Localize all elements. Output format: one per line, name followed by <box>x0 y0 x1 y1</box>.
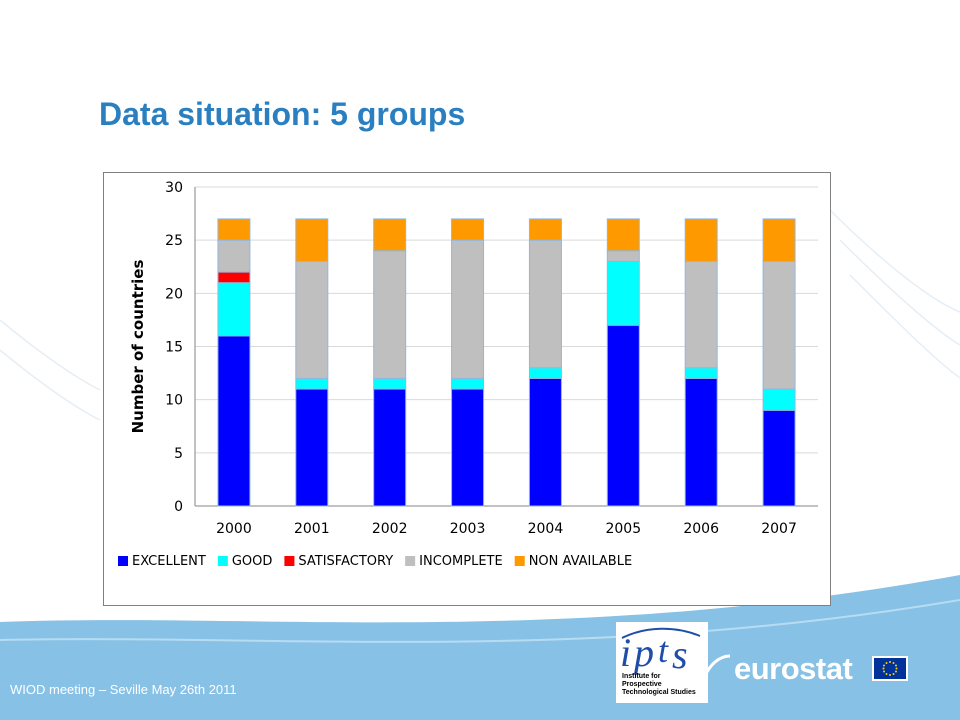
bar-segment <box>295 388 329 507</box>
legend-swatch <box>514 556 525 566</box>
bar-segment <box>451 377 485 390</box>
legend-label: EXCELLENT <box>132 554 206 569</box>
bar-segment <box>451 218 485 241</box>
y-tick-label: 20 <box>165 286 183 302</box>
bar-segment <box>684 377 718 507</box>
x-tick-label: 2005 <box>605 521 641 537</box>
eu-flag-icon <box>872 656 908 681</box>
bar-segment <box>373 218 407 252</box>
bar-segment <box>606 260 640 326</box>
bar-segment <box>528 239 562 369</box>
svg-text:s: s <box>672 632 688 677</box>
bar-segment <box>217 218 251 241</box>
bar-segment <box>217 271 251 284</box>
legend-swatch <box>284 556 295 566</box>
bar-segment <box>295 218 329 262</box>
svg-text:Institute for: Institute for <box>622 673 661 680</box>
bar-segment <box>684 260 718 369</box>
eurostat-wordmark: eurostat <box>734 651 853 686</box>
svg-text:i: i <box>620 630 631 675</box>
bar-segment <box>606 218 640 252</box>
bar-segment <box>217 239 251 273</box>
bar-segment <box>528 367 562 379</box>
bar-segment <box>762 409 796 507</box>
slide-title: Data situation: 5 groups <box>99 96 466 132</box>
bar-segment <box>295 260 329 379</box>
x-tick-label: 2000 <box>216 521 252 537</box>
y-tick-label: 5 <box>174 446 183 462</box>
bar-segment <box>217 282 251 337</box>
ipts-logo-graphic: i p t s Institute for Prospective Techno… <box>620 627 701 696</box>
bar-segment <box>373 388 407 507</box>
bar-segment <box>373 377 407 390</box>
footer-text: WIOD meeting – Seville May 26th 2011 <box>10 682 237 697</box>
y-tick-label: 0 <box>174 499 183 515</box>
svg-text:Prospective: Prospective <box>622 681 662 688</box>
bar-segment <box>684 218 718 262</box>
y-axis-title: Number of countries <box>129 260 147 434</box>
y-tick-label: 15 <box>165 340 183 356</box>
x-tick-label: 2001 <box>294 521 330 537</box>
legend-label: GOOD <box>232 554 273 569</box>
legend-label: NON AVAILABLE <box>529 554 632 569</box>
bar-segment <box>684 367 718 379</box>
bar-segment <box>762 260 796 390</box>
bar-segment <box>373 250 407 379</box>
bar-segment <box>606 324 640 507</box>
eurostat-swoosh-icon <box>700 654 730 685</box>
bar-segment <box>606 250 640 262</box>
y-tick-label: 30 <box>165 180 183 196</box>
legend-label: INCOMPLETE <box>419 554 503 569</box>
legend-swatch <box>217 556 228 566</box>
svg-text:Technological Studies: Technological Studies <box>622 689 696 696</box>
bar-segment <box>528 377 562 507</box>
y-tick-label: 10 <box>165 393 183 409</box>
x-tick-label: 2007 <box>761 521 797 537</box>
stacked-bar-chart: 0 5 10 15 20 25 30 2000 2001 2002 2003 2004 2005 2006… <box>118 180 818 569</box>
legend-swatch <box>118 556 128 566</box>
chart-frame: 0 5 10 15 20 25 30 2000 2001 2002 2003 2004 2005 2006… <box>103 172 831 606</box>
svg-text:t: t <box>658 630 669 670</box>
bar-segment <box>451 239 485 379</box>
bar-segment <box>217 335 251 507</box>
y-tick-label: 25 <box>165 233 183 249</box>
x-tick-label: 2004 <box>528 521 564 537</box>
ipts-logo: i p t s Institute for Prospective Techno… <box>616 622 708 703</box>
bar-segment <box>295 377 329 390</box>
legend-label: SATISFACTORY <box>298 554 393 569</box>
x-tick-label: 2003 <box>450 521 486 537</box>
bar-segment <box>528 218 562 241</box>
x-tick-label: 2006 <box>683 521 719 537</box>
bar-segment <box>762 218 796 262</box>
svg-text:p: p <box>631 630 654 675</box>
bar-segment <box>451 388 485 507</box>
eurostat-logo: eurostat <box>700 651 916 686</box>
bar-segment <box>762 388 796 411</box>
legend-swatch <box>405 556 416 566</box>
x-tick-label: 2002 <box>372 521 408 537</box>
